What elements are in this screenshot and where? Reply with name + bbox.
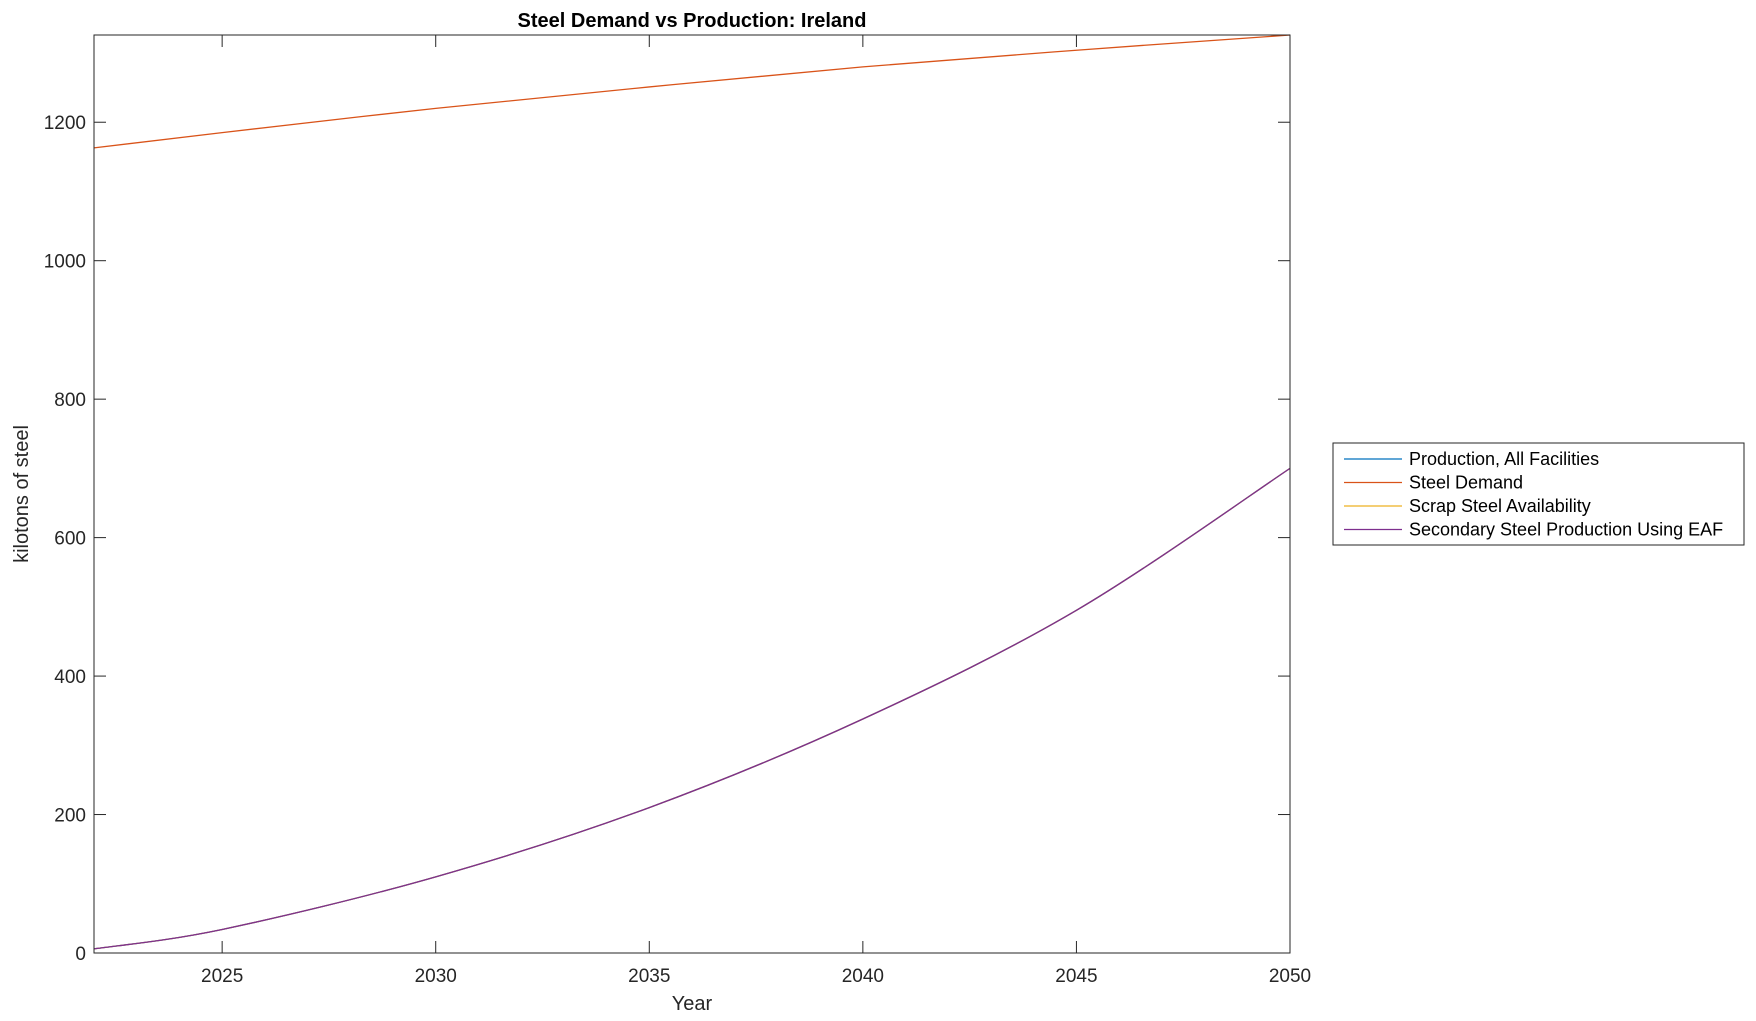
y-tick-label: 400 bbox=[54, 667, 86, 688]
legend-box bbox=[1332, 442, 1745, 546]
series-line-0 bbox=[93, 467, 1291, 950]
y-tick-label: 1200 bbox=[44, 113, 86, 134]
series-line-1 bbox=[93, 34, 1291, 149]
plot-frame bbox=[93, 34, 1291, 954]
x-tick-label: 2050 bbox=[1269, 966, 1311, 987]
series-line-2 bbox=[93, 467, 1291, 950]
y-tick-label: 600 bbox=[54, 529, 86, 550]
y-tick-label: 800 bbox=[54, 390, 86, 411]
x-tick-label: 2035 bbox=[628, 966, 670, 987]
x-tick-label: 2030 bbox=[415, 966, 457, 987]
ticks: 2025 2030 2035 2040 2045 2050 0 200 400 600 800 100… bbox=[44, 35, 1311, 987]
legend-label: Steel Demand bbox=[1409, 473, 1523, 493]
y-tick-label: 200 bbox=[54, 806, 86, 827]
series-line-3 bbox=[93, 467, 1291, 950]
legend-label: Scrap Steel Availability bbox=[1409, 496, 1591, 516]
chart-title: Steel Demand vs Production: Ireland bbox=[518, 10, 867, 32]
x-tick-label: 2040 bbox=[842, 966, 884, 987]
x-tick-label: 2045 bbox=[1055, 966, 1097, 987]
y-tick-label: 1000 bbox=[44, 252, 86, 273]
x-tick-label: 2025 bbox=[201, 966, 243, 987]
legend-label: Secondary Steel Production Using EAF bbox=[1409, 520, 1723, 540]
y-axis-label: kilotons of steel bbox=[11, 425, 33, 563]
y-tick-label: 0 bbox=[75, 944, 86, 965]
x-axis-label: Year bbox=[672, 993, 713, 1015]
series-layer bbox=[93, 34, 1291, 950]
legend: Production, All Facilities Steel Demand Sc… bbox=[1332, 442, 1745, 546]
legend-label: Production, All Facilities bbox=[1409, 449, 1599, 469]
